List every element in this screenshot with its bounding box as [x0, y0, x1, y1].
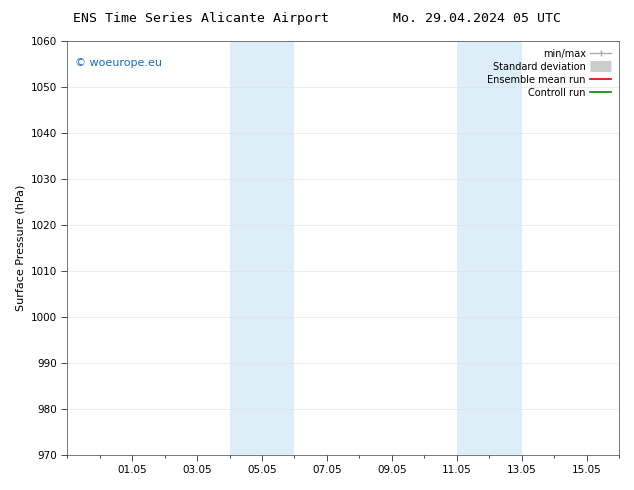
Bar [230, 41, 294, 455]
Text: © woeurope.eu: © woeurope.eu [75, 58, 162, 68]
Legend: min/max, Standard deviation, Ensemble mean run, Controll run: min/max, Standard deviation, Ensemble me… [484, 46, 614, 100]
Text: ENS Time Series Alicante Airport        Mo. 29.04.2024 05 UTC: ENS Time Series Alicante Airport Mo. 29.… [73, 12, 561, 25]
Bar [456, 41, 522, 455]
Y-axis label: Surface Pressure (hPa): Surface Pressure (hPa) [15, 185, 25, 311]
